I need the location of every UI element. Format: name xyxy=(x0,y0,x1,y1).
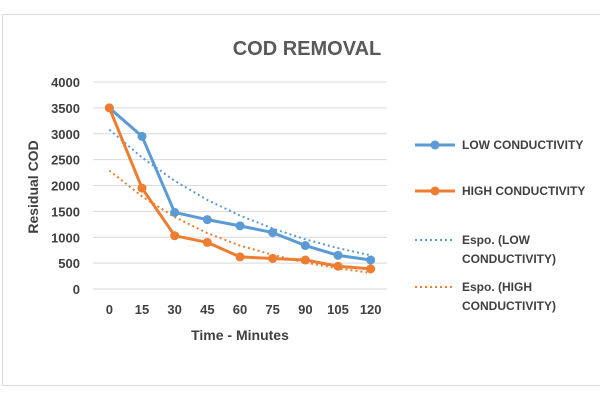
legend: LOW CONDUCTIVITY HIGH CONDUCTIVITY Espo. (… xyxy=(415,138,585,313)
y-tick-label: 1000 xyxy=(51,230,80,245)
data-point-high xyxy=(104,103,114,113)
y-tick-label: 4000 xyxy=(51,75,80,90)
trendline-high xyxy=(108,169,371,274)
legend-label: CONDUCTIVITY) xyxy=(462,299,556,313)
x-axis-label: Time - Minutes xyxy=(191,327,289,343)
y-axis-ticks: 0 500 1000 1500 2000 2500 3000 3500 4000 xyxy=(51,75,80,297)
chart-title: COD REMOVAL xyxy=(233,38,382,60)
data-point-low xyxy=(268,228,278,238)
x-tick-label: 15 xyxy=(135,302,149,317)
chart-frame xyxy=(2,14,600,386)
legend-label: HIGH CONDUCTIVITY xyxy=(462,184,585,198)
data-point-high xyxy=(202,237,212,247)
data-series xyxy=(104,103,376,274)
y-tick-label: 500 xyxy=(58,256,80,271)
legend-label: CONDUCTIVITY) xyxy=(462,252,556,266)
legend-label: LOW CONDUCTIVITY xyxy=(462,138,583,152)
data-point-low xyxy=(300,241,310,251)
data-point-low xyxy=(366,255,376,265)
data-point-high xyxy=(300,255,310,265)
data-point-low xyxy=(137,131,147,141)
data-point-high xyxy=(137,183,147,193)
data-point-high xyxy=(170,231,180,241)
legend-label: Espo. (HIGH xyxy=(462,280,532,294)
x-tick-label: 45 xyxy=(200,302,214,317)
data-point-low xyxy=(170,207,180,217)
x-tick-label: 60 xyxy=(233,302,247,317)
x-tick-label: 0 xyxy=(106,302,113,317)
x-axis-ticks: 0 15 30 45 60 75 90 105 120 xyxy=(106,302,382,317)
data-point-high xyxy=(333,261,343,271)
y-tick-label: 2000 xyxy=(51,179,80,194)
data-point-high xyxy=(366,264,376,274)
y-tick-label: 1500 xyxy=(51,204,80,219)
x-tick-label: 30 xyxy=(167,302,181,317)
x-tick-label: 75 xyxy=(265,302,279,317)
legend-marker xyxy=(430,186,440,196)
x-tick-label: 120 xyxy=(360,302,382,317)
y-tick-label: 3500 xyxy=(51,101,80,116)
y-tick-label: 0 xyxy=(73,282,80,297)
x-tick-label: 90 xyxy=(298,302,312,317)
x-tick-label: 105 xyxy=(327,302,349,317)
data-point-low xyxy=(235,221,245,231)
legend-marker xyxy=(430,140,440,150)
data-point-high xyxy=(268,253,278,263)
data-point-low xyxy=(333,250,343,260)
y-tick-label: 3000 xyxy=(51,127,80,142)
data-point-low xyxy=(202,215,212,225)
y-axis-label: Residual COD xyxy=(25,140,41,233)
y-tick-label: 2500 xyxy=(51,153,80,168)
data-point-high xyxy=(235,252,245,262)
legend-label: Espo. (LOW xyxy=(462,233,531,247)
